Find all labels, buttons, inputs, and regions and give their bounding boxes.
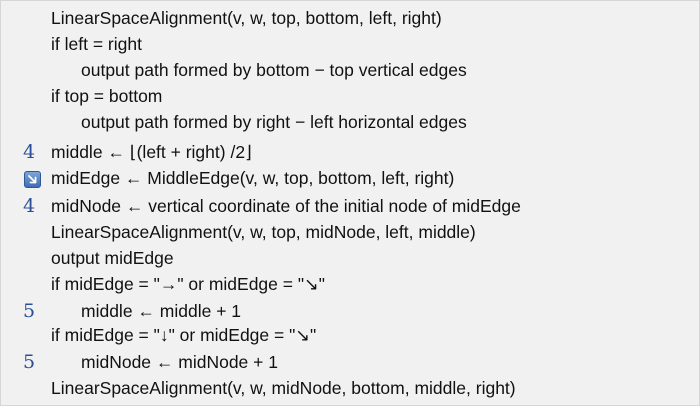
code-line-5: output path formed by right − left horiz…: [1, 109, 699, 135]
code-line-text: LinearSpaceAlignment(v, w, top, midNode,…: [51, 222, 476, 242]
arrow-down-right-icon[interactable]: [24, 171, 41, 188]
code-line-text: midEdge ← MiddleEdge(v, w, top, bottom, …: [51, 168, 455, 188]
code-line-text: if midEdge = "→" or midEdge = "↘": [51, 274, 325, 294]
code-line-11: if midEdge = "→" or midEdge = "↘": [1, 271, 699, 297]
code-line-text: middle ← ⌊(left + right) /2⌋: [51, 142, 252, 162]
code-line-text: LinearSpaceAlignment(v, w, midNode, bott…: [51, 378, 516, 398]
code-line-6: 4 middle ← ⌊(left + right) /2⌋: [1, 139, 699, 165]
code-line-2: if left = right: [1, 31, 699, 57]
code-line-text: output path formed by bottom − top verti…: [81, 60, 467, 80]
code-line-1: LinearSpaceAlignment(v, w, top, bottom, …: [1, 5, 699, 31]
code-line-8: 4 midNode ← vertical coordinate of the i…: [1, 193, 699, 219]
code-line-text: output path formed by right − left horiz…: [81, 112, 467, 132]
code-line-9: LinearSpaceAlignment(v, w, top, midNode,…: [1, 219, 699, 245]
code-line-7: midEdge ← MiddleEdge(v, w, top, bottom, …: [1, 165, 699, 191]
code-line-text: middle ← middle + 1: [81, 301, 242, 321]
code-line-text: if top = bottom: [51, 86, 163, 106]
line-number-label: 5: [23, 351, 36, 373]
code-line-text: if left = right: [51, 34, 142, 54]
code-line-13: if midEdge = "↓" or midEdge = "↘": [1, 322, 699, 348]
code-line-3: output path formed by bottom − top verti…: [1, 57, 699, 83]
code-line-text: output midEdge: [51, 248, 174, 268]
code-line-text: midNode ← vertical coordinate of the ini…: [51, 196, 521, 216]
code-line-12: 5 middle ← middle + 1: [1, 298, 699, 324]
line-number-label: 4: [23, 141, 36, 163]
code-line-text: midNode ← midNode + 1: [81, 352, 278, 372]
line-number-label: 5: [23, 300, 36, 322]
code-line-text: LinearSpaceAlignment(v, w, top, bottom, …: [51, 8, 442, 28]
code-line-4: if top = bottom: [1, 83, 699, 109]
code-line-10: output midEdge: [1, 245, 699, 271]
line-number-label: 4: [23, 195, 36, 217]
code-line-14: 5 midNode ← midNode + 1: [1, 349, 699, 375]
code-line-text: if midEdge = "↓" or midEdge = "↘": [51, 325, 317, 345]
code-line-15: LinearSpaceAlignment(v, w, midNode, bott…: [1, 375, 699, 401]
